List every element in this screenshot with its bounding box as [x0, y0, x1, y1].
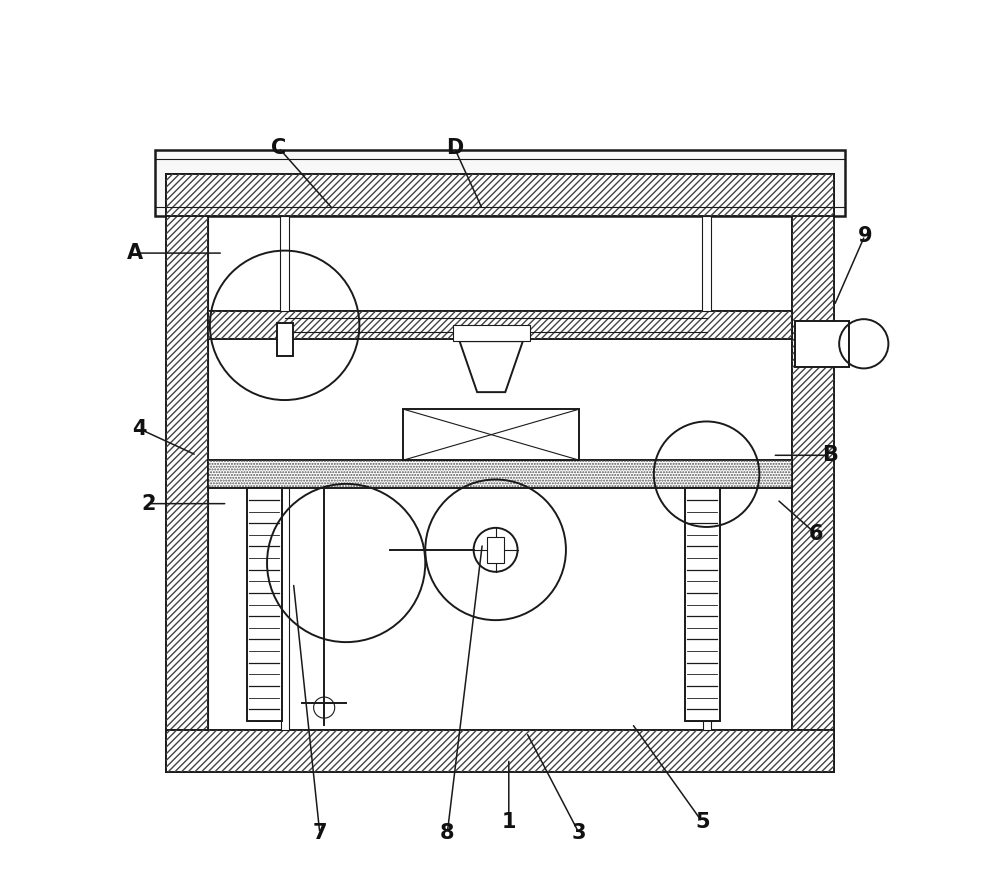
Bar: [155, 150, 845, 216]
Text: A: A: [127, 243, 143, 263]
Bar: [703, 488, 711, 730]
Text: 7: 7: [313, 823, 327, 843]
Bar: [487, 537, 504, 563]
Bar: [166, 174, 208, 772]
Bar: [208, 312, 792, 339]
Text: 6: 6: [809, 524, 824, 545]
Text: 3: 3: [572, 823, 586, 843]
Text: 9: 9: [858, 226, 872, 246]
Bar: [792, 174, 834, 772]
Bar: [702, 216, 711, 312]
Bar: [166, 730, 834, 772]
Text: D: D: [446, 138, 463, 157]
Bar: [208, 460, 792, 488]
Text: 5: 5: [695, 812, 710, 832]
Text: C: C: [271, 138, 286, 157]
Bar: [166, 174, 834, 216]
Bar: [792, 174, 834, 772]
Bar: [166, 174, 208, 772]
Text: 4: 4: [132, 419, 147, 439]
Bar: [453, 325, 530, 341]
Text: 2: 2: [141, 494, 156, 513]
Bar: [281, 488, 289, 730]
Bar: [849, 328, 864, 360]
Bar: [247, 488, 282, 721]
Text: 1: 1: [502, 812, 516, 832]
Bar: [208, 460, 792, 488]
Text: B: B: [822, 446, 838, 465]
Text: 8: 8: [440, 823, 455, 843]
Bar: [795, 321, 849, 367]
Bar: [403, 409, 579, 460]
Bar: [208, 312, 792, 339]
Bar: [166, 174, 834, 216]
Bar: [166, 730, 834, 772]
Bar: [280, 216, 289, 312]
Bar: [277, 322, 293, 356]
Bar: [685, 488, 720, 721]
